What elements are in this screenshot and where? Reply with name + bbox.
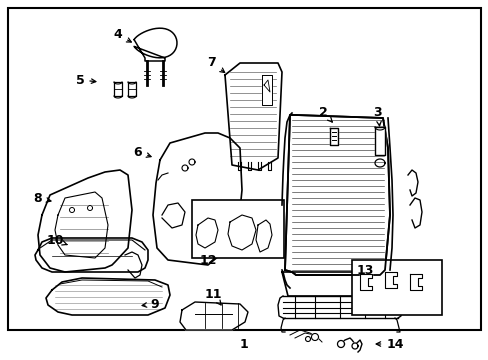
Polygon shape [153,133,242,265]
Polygon shape [227,215,256,250]
Polygon shape [69,207,74,212]
Polygon shape [46,278,170,315]
Polygon shape [262,75,271,105]
Polygon shape [305,337,310,342]
Text: 2: 2 [318,105,332,122]
Text: 7: 7 [207,57,224,72]
Polygon shape [128,82,136,96]
Polygon shape [180,302,247,330]
Polygon shape [256,220,271,252]
Text: 1: 1 [239,338,248,351]
Polygon shape [224,63,282,170]
Text: 8: 8 [34,192,51,204]
Polygon shape [337,341,344,347]
Bar [8,8,480,330]
Bar [192,200,284,258]
Polygon shape [351,343,357,349]
Polygon shape [134,28,177,61]
Text: 13: 13 [356,264,373,276]
Polygon shape [35,238,148,272]
Text: 11: 11 [204,288,221,305]
Text: 9: 9 [142,297,159,310]
Bar [351,260,441,315]
Text: 14: 14 [375,338,403,351]
Text: 12: 12 [199,253,216,266]
Polygon shape [311,333,318,341]
Polygon shape [359,274,371,290]
Text: 4: 4 [113,28,131,42]
Polygon shape [114,82,122,96]
Polygon shape [329,128,337,145]
Polygon shape [384,272,396,288]
Text: 10: 10 [46,234,67,247]
Polygon shape [409,274,421,290]
Text: 3: 3 [373,105,382,126]
Polygon shape [196,218,218,248]
Polygon shape [182,165,187,171]
Polygon shape [87,206,92,211]
Polygon shape [374,127,384,155]
Polygon shape [189,159,195,165]
Polygon shape [38,170,132,272]
Text: 5: 5 [76,73,96,86]
Polygon shape [282,272,402,296]
Polygon shape [285,115,389,275]
Text: 6: 6 [133,145,151,158]
